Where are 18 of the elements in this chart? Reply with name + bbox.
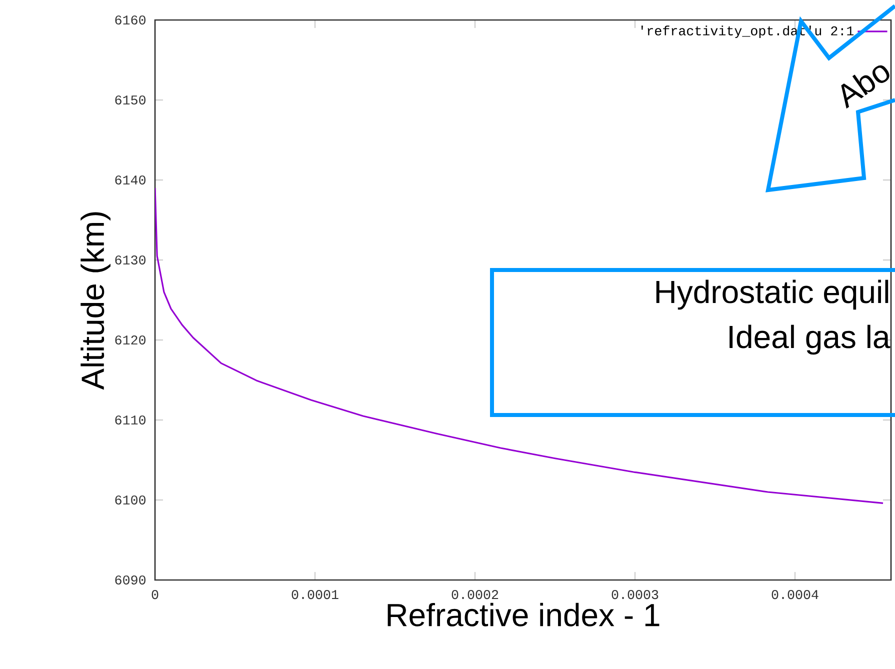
y-tick-label: 6120	[115, 335, 146, 345]
y-tick-label: 6110	[115, 415, 146, 425]
y-tick-label: 6100	[115, 495, 146, 505]
x-tick-label: 0.0004	[772, 590, 818, 600]
annotation: Hydrostatic equil	[656, 280, 888, 310]
x-tick-label: 0	[152, 590, 158, 600]
x-tick-label: 0.0003	[612, 590, 658, 600]
y-tick-label: 6090	[115, 575, 146, 585]
y-tick-label: 6130	[115, 255, 146, 265]
x-tick-label: 0.0002	[452, 590, 498, 600]
y-tick-label: 6150	[115, 95, 146, 105]
y-tick-label: 6160	[115, 15, 146, 25]
y-tick-label: 6140	[115, 175, 146, 185]
annotation: Ideal gas la	[730, 324, 890, 355]
y-axis-title: Altitude (km)	[80, 212, 110, 390]
x-tick-label: 0.0001	[292, 590, 338, 600]
annotation: Abo	[841, 65, 890, 109]
x-axis-title: Refractive index - 1	[388, 602, 660, 626]
